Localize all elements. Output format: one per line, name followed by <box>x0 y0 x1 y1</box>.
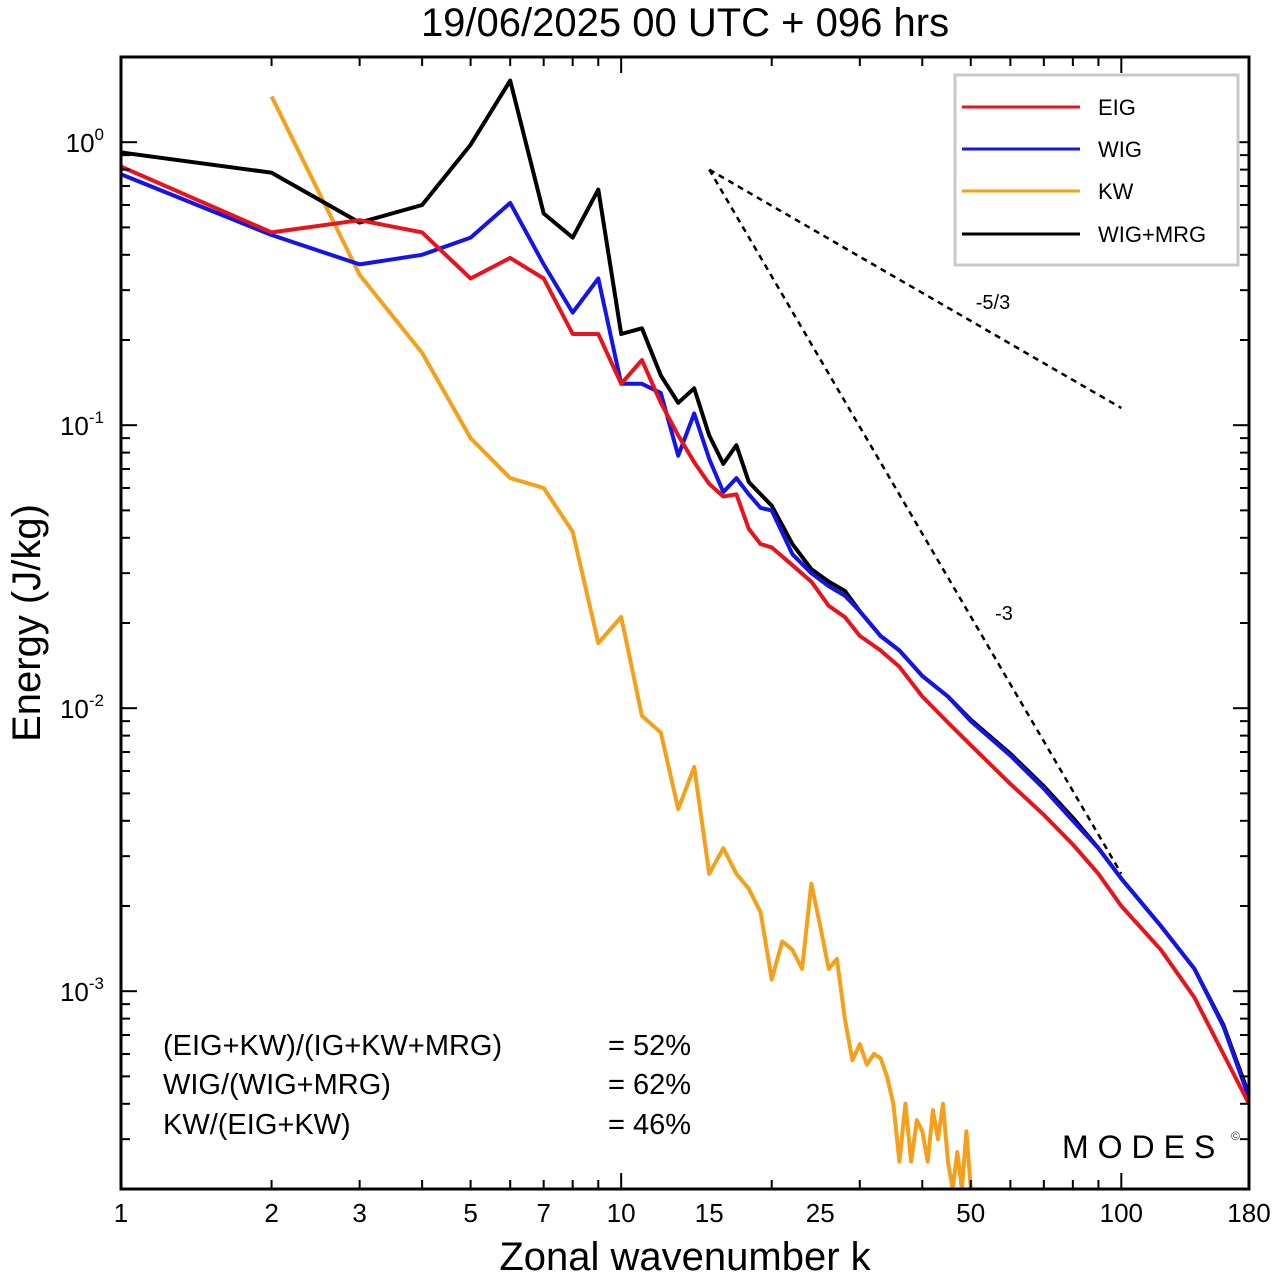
ratio-value-kw: = 46% <box>608 1109 691 1141</box>
ratio-label-kw: KW/(EIG+KW) <box>163 1109 351 1141</box>
legend-label-kw: KW <box>1098 179 1134 204</box>
series-line-wig <box>121 172 1249 1099</box>
x-tick-label: 180 <box>1227 1198 1270 1228</box>
x-tick-label: 7 <box>536 1198 550 1228</box>
x-tick-labels: 1 2 3 5 7 10 15 25 50 100 180 <box>114 1198 1271 1228</box>
x-tick-label: 50 <box>956 1198 985 1228</box>
reference-line-slope-3 <box>708 168 1123 875</box>
y-tick-label: 10-2 <box>60 691 104 724</box>
series-line-eig <box>121 164 1249 1105</box>
modes-watermark: MODES <box>1062 1129 1224 1165</box>
x-tick-label: 10 <box>607 1198 636 1228</box>
ratio-value-wig: = 62% <box>608 1069 691 1101</box>
x-tick-label: 3 <box>352 1198 366 1228</box>
reference-lines <box>708 168 1123 875</box>
series-line-kw <box>269 95 973 1189</box>
chart-title: 19/06/2025 00 UTC + 096 hrs <box>421 1 949 45</box>
legend: EIG WIG KW WIG+MRG <box>953 73 1240 267</box>
reference-line-slope-5-3 <box>708 168 1122 410</box>
plot-frame <box>119 55 1251 1191</box>
legend-label-eig: EIG <box>1098 95 1136 120</box>
y-tick-label: 10-1 <box>60 408 104 441</box>
slope-labels: -5/3 -3 <box>976 292 1013 625</box>
y-tick-label: 10-3 <box>60 974 104 1007</box>
legend-label-wig: WIG <box>1098 137 1142 162</box>
x-axis-label: Zonal wavenumber k <box>499 1235 871 1279</box>
slope-label-3: -3 <box>995 603 1013 625</box>
x-tick-label: 15 <box>695 1198 724 1228</box>
ratio-label-eig-kw: (EIG+KW)/(IG+KW+MRG) <box>163 1030 502 1062</box>
legend-label-wig-mrg: WIG+MRG <box>1098 222 1206 247</box>
series-lines <box>121 78 1249 1189</box>
ratio-label-wig: WIG/(WIG+MRG) <box>163 1069 391 1101</box>
y-axis-label: Energy (J/kg) <box>5 504 49 742</box>
x-tick-label: 1 <box>114 1198 128 1228</box>
x-tick-label: 2 <box>264 1198 278 1228</box>
y-tick-labels: 100 10-1 10-2 10-3 <box>60 125 104 1007</box>
ratio-value-eig-kw: = 52% <box>608 1030 691 1062</box>
copyright-mark: © <box>1231 1129 1240 1143</box>
x-tick-label: 25 <box>806 1198 835 1228</box>
y-tick-label: 100 <box>66 125 104 158</box>
x-tick-label: 100 <box>1100 1198 1143 1228</box>
x-tick-label: 5 <box>463 1198 477 1228</box>
slope-label-53: -5/3 <box>976 292 1010 314</box>
ratio-annotations: (EIG+KW)/(IG+KW+MRG) = 52% WIG/(WIG+MRG)… <box>163 1030 691 1141</box>
